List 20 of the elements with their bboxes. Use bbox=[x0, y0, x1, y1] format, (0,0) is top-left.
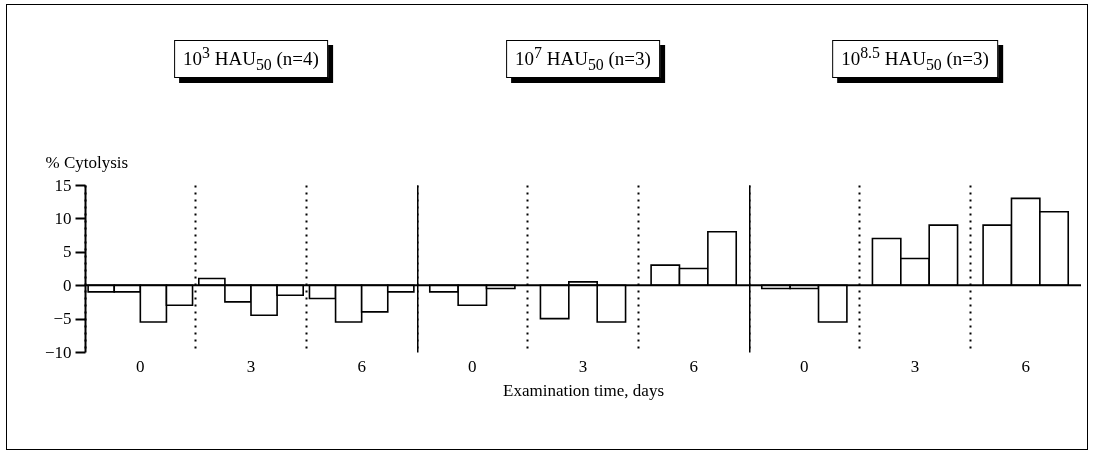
x-tick-label: 6 bbox=[357, 356, 366, 376]
chart-title: 10$^{7}$ HAU$_{50}$ (n=3) bbox=[506, 40, 660, 79]
x-tick-label: 0 bbox=[800, 356, 809, 376]
x-tick-label: 0 bbox=[468, 356, 477, 376]
x-tick-label: 3 bbox=[246, 356, 256, 376]
x-tick-label: 6 bbox=[689, 356, 698, 376]
y-tick-label: 15 bbox=[54, 175, 72, 195]
chart-title: 10$^{3}$ HAU$_{50}$ (n=4) bbox=[174, 40, 328, 79]
y-tick-label: 0 bbox=[63, 275, 72, 295]
x-tick-label: 3 bbox=[910, 356, 920, 376]
x-tick-label: 3 bbox=[578, 356, 588, 376]
y-tick-label: −10 bbox=[44, 342, 72, 362]
x-axis-title: Examination time, days bbox=[503, 380, 664, 400]
y-axis-title: % Cytolysis bbox=[45, 152, 129, 172]
y-tick-label: 5 bbox=[63, 242, 72, 262]
y-tick-label: 10 bbox=[54, 208, 72, 228]
y-tick-label: −5 bbox=[53, 309, 72, 329]
x-tick-label: 0 bbox=[136, 356, 145, 376]
chart-title: 10$^{8.5}$ HAU$_{50}$ (n=3) bbox=[832, 40, 998, 79]
x-tick-label: 6 bbox=[1021, 356, 1030, 376]
